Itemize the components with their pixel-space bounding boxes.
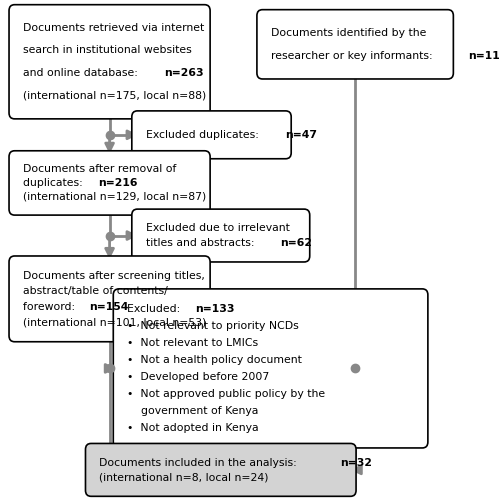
Text: duplicates:: duplicates: [23,178,86,188]
Text: •  Developed before 2007: • Developed before 2007 [127,372,270,382]
Text: •  Not a health policy document: • Not a health policy document [127,355,302,365]
FancyBboxPatch shape [86,444,356,496]
Text: n=133: n=133 [195,304,234,314]
Text: Documents after screening titles,: Documents after screening titles, [23,270,205,280]
Text: Documents retrieved via internet: Documents retrieved via internet [23,23,204,33]
FancyBboxPatch shape [9,4,210,119]
Text: Documents identified by the: Documents identified by the [271,28,426,38]
Text: Documents included in the analysis:: Documents included in the analysis: [100,458,300,468]
Text: search in institutional websites: search in institutional websites [23,46,192,56]
Text: titles and abstracts:: titles and abstracts: [146,238,258,248]
Text: (international n=8, local n=24): (international n=8, local n=24) [100,472,269,482]
Text: (international n=129, local n=87): (international n=129, local n=87) [23,192,206,202]
FancyBboxPatch shape [132,111,291,159]
Text: n=11: n=11 [468,50,500,60]
Text: Excluded due to irrelevant: Excluded due to irrelevant [146,224,290,234]
Text: n=32: n=32 [340,458,372,468]
Text: government of Kenya: government of Kenya [127,406,258,415]
FancyBboxPatch shape [114,289,428,448]
Text: Excluded:: Excluded: [127,304,184,314]
Text: and online database:: and online database: [23,68,142,78]
Text: (international n=101, local n=53): (international n=101, local n=53) [23,317,206,327]
Text: n=154: n=154 [90,302,129,312]
Text: foreword:: foreword: [23,302,78,312]
Text: n=263: n=263 [164,68,204,78]
Text: n=47: n=47 [285,130,317,140]
Text: Documents after removal of: Documents after removal of [23,164,176,174]
Text: •  Not relevant to priority NCDs: • Not relevant to priority NCDs [127,321,299,331]
Text: •  Not relevant to LMICs: • Not relevant to LMICs [127,338,258,348]
FancyBboxPatch shape [9,151,210,215]
Text: •  Not approved public policy by the: • Not approved public policy by the [127,389,326,399]
Text: n=62: n=62 [280,238,312,248]
Text: researcher or key informants:: researcher or key informants: [271,50,436,60]
Text: abstract/table of contents/: abstract/table of contents/ [23,286,168,296]
Text: Excluded duplicates:: Excluded duplicates: [146,130,262,140]
Text: •  Not adopted in Kenya: • Not adopted in Kenya [127,422,259,432]
FancyBboxPatch shape [257,10,454,79]
FancyBboxPatch shape [132,209,310,262]
Text: (international n=175, local n=88): (international n=175, local n=88) [23,90,206,101]
Text: n=216: n=216 [98,178,138,188]
FancyBboxPatch shape [9,256,210,342]
